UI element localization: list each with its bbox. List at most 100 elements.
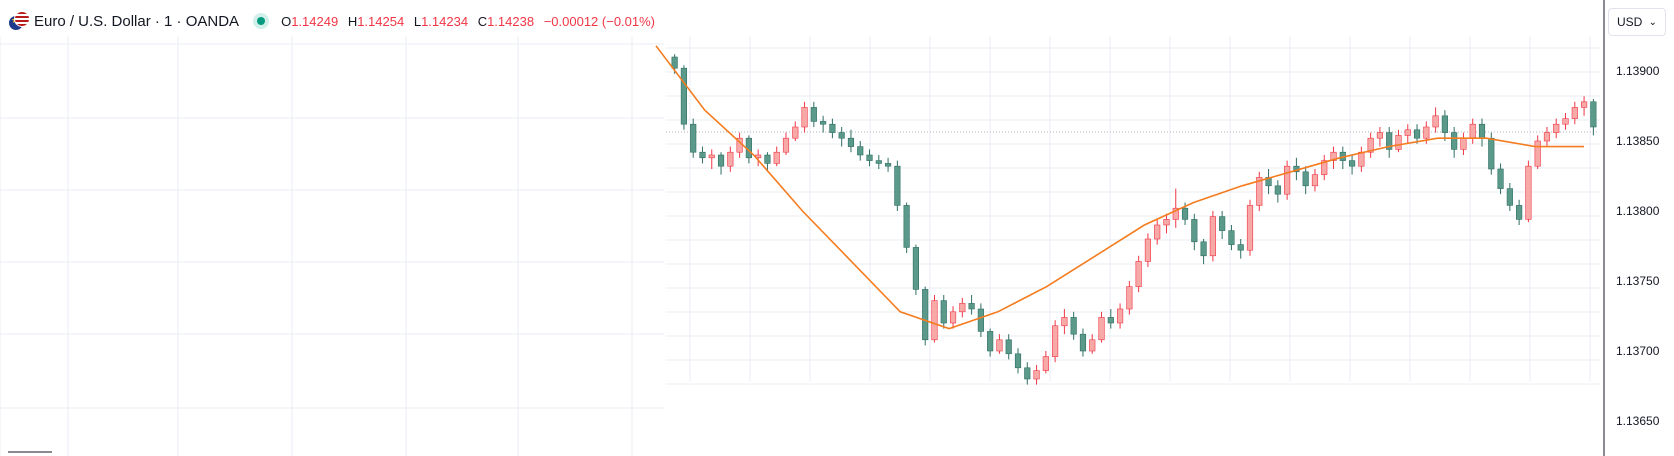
candle	[1534, 140, 1541, 167]
candle	[1451, 132, 1458, 150]
candle	[1478, 123, 1486, 139]
ohlc-values: O1.14249 H1.14254 L1.14234 C1.14238 −0.0…	[281, 14, 655, 29]
candle	[1181, 207, 1189, 220]
candle	[1274, 185, 1281, 195]
candle	[894, 165, 901, 206]
candle	[1497, 168, 1504, 189]
candle	[1367, 137, 1374, 153]
candle	[1386, 132, 1393, 150]
candle	[996, 339, 1003, 352]
candle	[857, 146, 864, 156]
candle	[1469, 123, 1476, 139]
candle	[1107, 317, 1114, 324]
candle	[1395, 135, 1402, 150]
candle	[1330, 151, 1337, 161]
candle	[1404, 129, 1411, 136]
candle	[1311, 174, 1319, 187]
low-label: L	[413, 13, 422, 29]
candle	[1024, 367, 1031, 380]
candle	[866, 154, 873, 161]
candle	[1256, 177, 1263, 206]
candle	[1135, 261, 1142, 287]
candle	[820, 121, 827, 125]
candle	[690, 123, 697, 153]
price-tick-label: 1.13700	[1616, 344, 1660, 358]
market-open-dot-icon[interactable]	[253, 13, 270, 29]
candle	[1525, 165, 1532, 220]
candle	[708, 154, 715, 159]
candle	[1246, 205, 1254, 251]
candle	[1154, 224, 1161, 240]
candle	[1079, 333, 1087, 352]
candle	[1441, 115, 1448, 133]
candle	[1116, 308, 1124, 324]
candle	[847, 137, 855, 147]
symbol-legend: Euro / U.S. Dollar · 1 · OANDA O1.14249 …	[8, 10, 655, 32]
candle	[1042, 356, 1049, 371]
candle	[1144, 238, 1152, 262]
candle	[1376, 132, 1384, 139]
eur-usd-flag-icon	[8, 11, 30, 31]
candle	[727, 151, 734, 167]
price-tick-label: 1.13750	[1616, 274, 1660, 288]
high-value: 1.14254	[357, 13, 405, 29]
currency-label: USD	[1617, 15, 1643, 29]
candle	[1172, 207, 1179, 220]
candle	[801, 107, 808, 128]
candle	[1284, 165, 1291, 195]
candle	[1098, 317, 1105, 341]
candle	[1348, 160, 1356, 167]
candle	[1061, 317, 1068, 327]
candle	[699, 151, 706, 159]
candle	[1580, 101, 1588, 108]
candle	[1163, 219, 1170, 226]
candle	[1089, 339, 1096, 352]
candle	[884, 163, 892, 167]
candle	[680, 67, 688, 125]
candle	[968, 303, 975, 310]
price-tick-label: 1.13800	[1616, 204, 1660, 218]
candle	[1070, 317, 1077, 335]
low-value: 1.14234	[421, 13, 469, 29]
price-scale[interactable]: 1.13900 1.13850 1.13800 1.13750 1.13700 1.136…	[1616, 64, 1660, 428]
candle	[1302, 171, 1309, 187]
candle	[1200, 241, 1207, 257]
candle	[875, 160, 882, 164]
candle	[717, 154, 725, 167]
candle	[773, 151, 780, 164]
candle	[1052, 325, 1059, 357]
candle	[1562, 118, 1569, 125]
candle	[1432, 115, 1439, 128]
symbol-title[interactable]: Euro / U.S. Dollar · 1 · OANDA	[34, 12, 240, 30]
candle	[1209, 216, 1216, 257]
open-label: O	[281, 13, 292, 29]
candle	[1191, 219, 1198, 243]
open-value: 1.14249	[291, 13, 339, 29]
candle	[782, 137, 790, 153]
price-tick-label: 1.13900	[1616, 64, 1660, 78]
candle	[922, 289, 929, 341]
currency-button[interactable]: USD ⌄	[1608, 8, 1666, 36]
candle	[1423, 126, 1430, 139]
candle	[792, 126, 799, 139]
moving-average-line	[655, 45, 1584, 330]
candle	[1488, 137, 1495, 170]
chevron-down-icon: ⌄	[1648, 16, 1657, 28]
candle	[838, 132, 845, 139]
candle	[1005, 339, 1012, 355]
candle	[1553, 123, 1560, 133]
candle	[1321, 160, 1328, 175]
candle	[1033, 370, 1040, 380]
candle	[1506, 188, 1513, 206]
candle	[959, 303, 966, 313]
candle	[1460, 137, 1467, 150]
price-tick-label: 1.13850	[1616, 134, 1660, 148]
candle	[829, 123, 836, 133]
candle	[671, 56, 678, 69]
candle	[931, 300, 938, 341]
candle	[940, 300, 947, 324]
left-grid	[0, 36, 664, 456]
candle	[1228, 230, 1235, 245]
price-tick-label: 1.13650	[1616, 414, 1660, 428]
